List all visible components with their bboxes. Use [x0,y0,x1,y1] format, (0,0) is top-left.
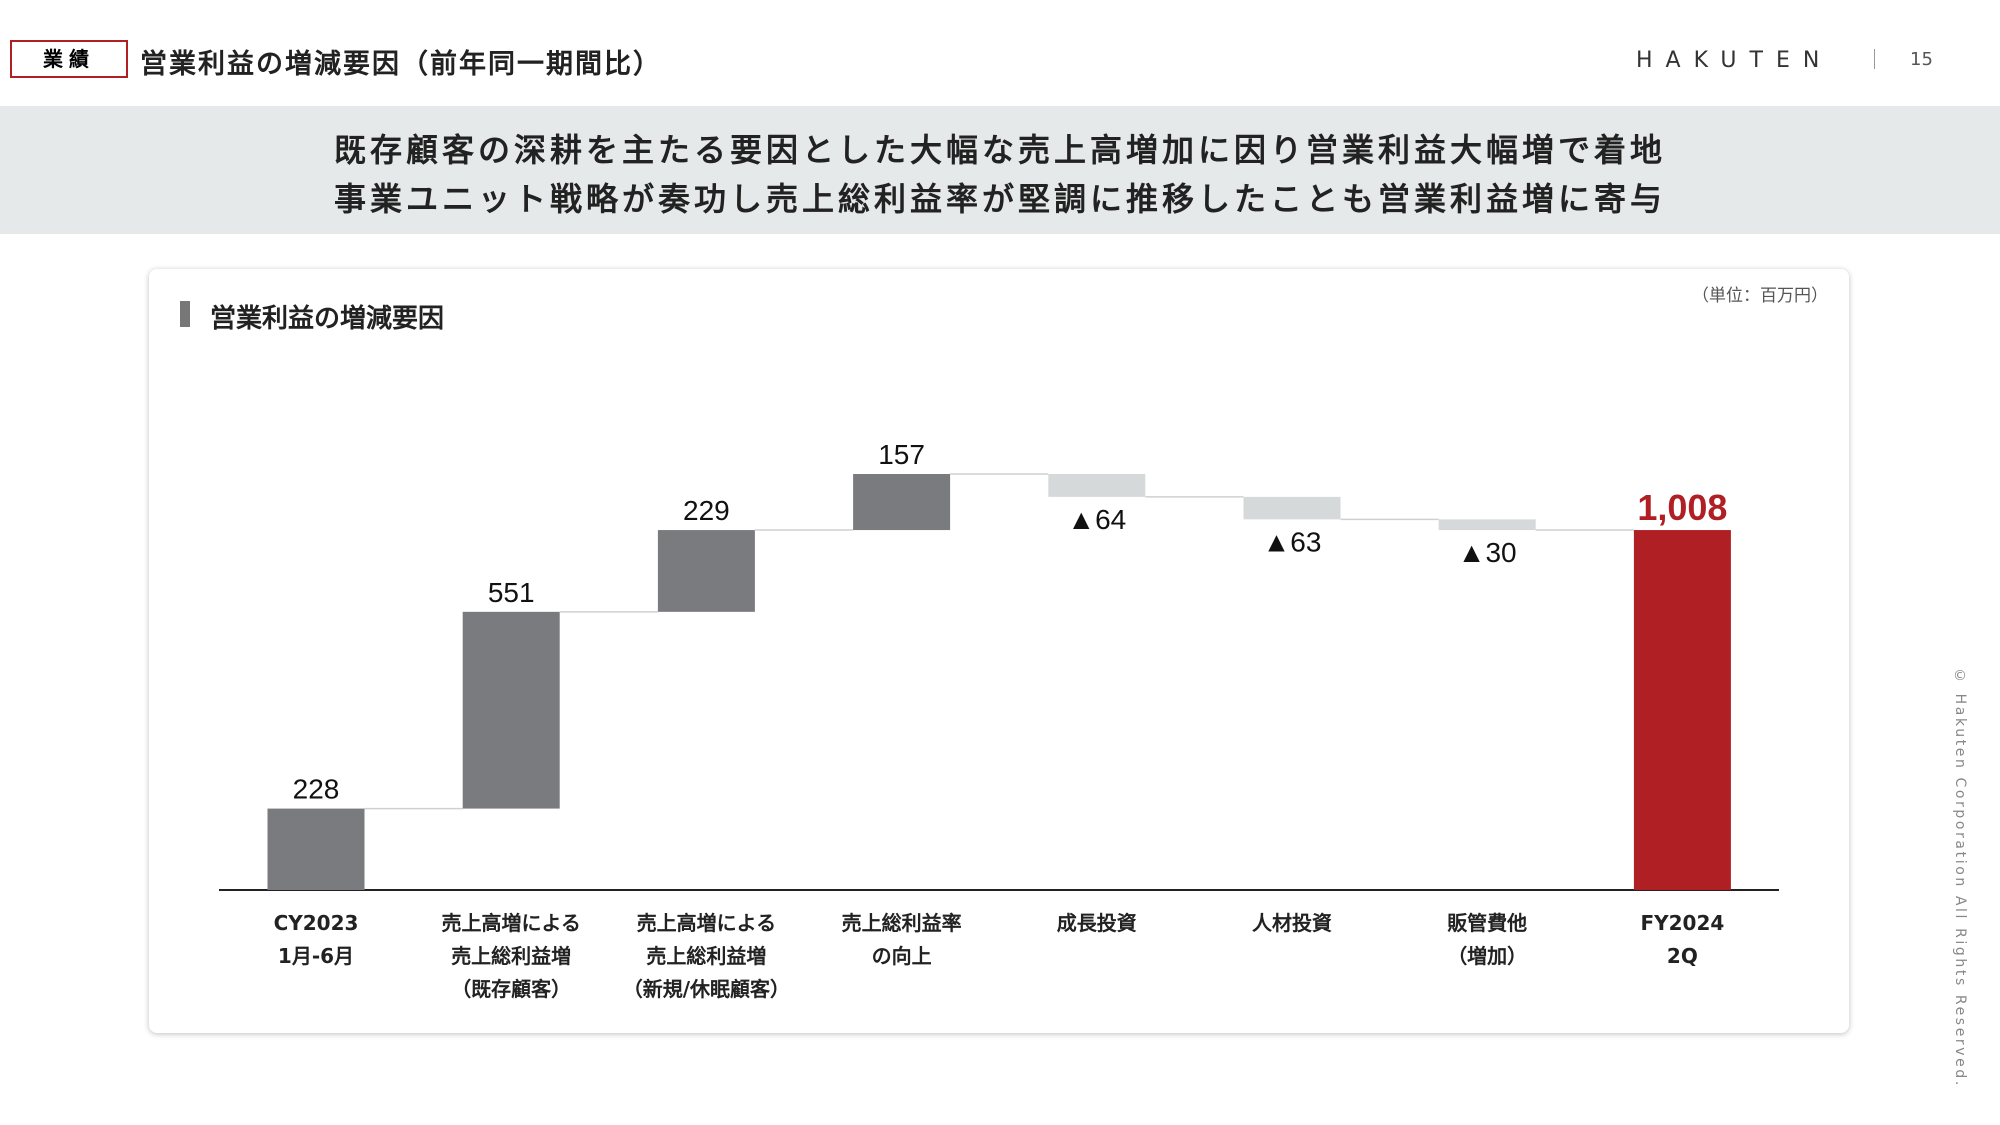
section-tag: 業績 [10,40,128,78]
bar [657,530,755,612]
bar [267,808,365,890]
bar [1243,496,1341,520]
banner-line: 事業ユニット戦略が奏功し売上総利益率が堅調に推移したことも営業利益増に寄与 [333,180,1666,218]
value-label: ▲30 [1458,537,1517,568]
value-label: 157 [878,439,925,470]
divider [1874,49,1875,69]
banner-line: 既存顧客の深耕を主たる要因とした大幅な売上高増加に因り営業利益大幅増で着地 [333,131,1666,169]
title-marker [180,301,190,327]
value-label: 228 [293,774,340,805]
bar [462,611,560,809]
category-label: 売上総利益率 の向上 [841,911,962,968]
unit-label: （単位：百万円） [1692,286,1828,306]
page-number: 15 [1910,49,1933,70]
bar [1633,530,1731,890]
bar [853,474,951,531]
bar [1048,474,1146,497]
chart-card [149,269,1849,1033]
value-label: 551 [488,577,535,608]
banner: 既存顧客の深耕を主たる要因とした大幅な売上高増加に因り営業利益大幅増で着地 事業… [0,106,2000,234]
slide-title: 営業利益の増減要因（前年同一期間比） [140,49,662,80]
category-label: 成長投資 [1056,911,1137,935]
chart-title: 営業利益の増減要因 [210,304,445,334]
category-label: CY2023 1月-6月 [273,911,359,968]
value-label: ▲64 [1067,504,1126,535]
category-label: 人材投資 [1252,911,1332,935]
value-label: ▲63 [1263,526,1322,557]
value-label: 229 [683,495,730,526]
category-label: FY2024 2Q [1640,911,1725,968]
bar [1438,519,1536,531]
category-label: 売上高増による 売上総利益増 （新規/休眠顧客） [622,911,791,1001]
logo: HAKUTEN [1636,48,1833,73]
category-label: 売上高増による 売上総利益増 （既存顧客） [441,911,581,1001]
copyright: © Hakuten Corporation All Rights Reserve… [1952,668,1968,1088]
category-label: 販管費他 （増加） [1447,911,1528,968]
value-label: 1,008 [1637,487,1727,528]
